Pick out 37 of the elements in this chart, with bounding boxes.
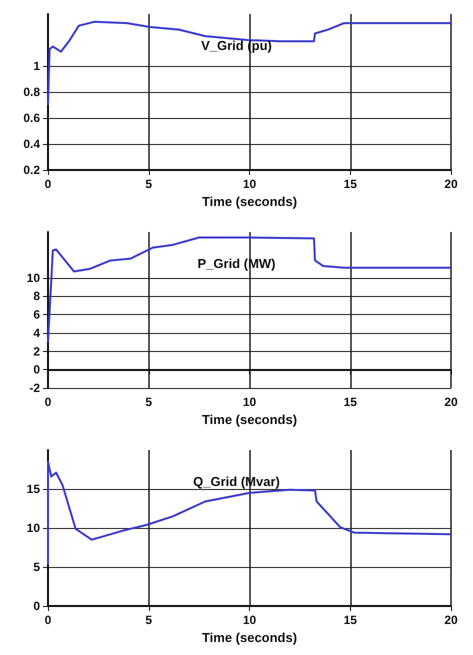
y-tick-label: 0: [33, 362, 40, 377]
y-tick-label: 10: [26, 270, 40, 285]
x-axis-title: Time (seconds): [202, 630, 298, 645]
y-tick-label: 0.4: [23, 137, 40, 151]
x-tick-label: 0: [44, 395, 52, 409]
line-series: [47, 460, 452, 566]
y-tick-label: 0.2: [23, 163, 40, 177]
y-tick-label: 0: [33, 599, 40, 613]
y-tick-label: 5: [33, 560, 40, 574]
y-tick-label: 15: [26, 482, 40, 496]
y-tick-label: 0.8: [23, 85, 40, 99]
line-series: [47, 20, 452, 106]
x-tick-label: 10: [242, 613, 256, 627]
x-tick-label: 10: [242, 177, 256, 191]
x-tick-label: 20: [444, 613, 458, 627]
x-tick-label: 20: [444, 395, 458, 409]
y-tick-label: 0.6: [23, 111, 40, 125]
y-tick-label: 4: [33, 326, 40, 340]
line-series: [47, 236, 452, 344]
x-tick-label: 5: [145, 395, 152, 409]
y-tick-label: 6: [33, 308, 40, 322]
y-tick-label: 10: [26, 521, 40, 535]
x-tick-label: 15: [344, 177, 358, 191]
x-axis-title: Time (seconds): [202, 194, 298, 209]
x-tick-label: 0: [44, 177, 52, 191]
x-tick-label: 20: [444, 177, 458, 191]
y-tick-label: 1: [33, 59, 40, 73]
y-tick-label: -2: [29, 381, 40, 395]
y-tick-label: 2: [33, 344, 40, 358]
x-tick-label: 15: [344, 395, 358, 409]
x-tick-label: 10: [242, 395, 256, 409]
x-axis-title: Time (seconds): [202, 412, 298, 427]
y-tick-label: 8: [33, 289, 40, 304]
x-tick-label: 15: [344, 613, 358, 627]
x-tick-label: 0: [44, 613, 52, 627]
x-tick-label: 5: [145, 177, 152, 191]
x-tick-label: 5: [145, 613, 152, 627]
